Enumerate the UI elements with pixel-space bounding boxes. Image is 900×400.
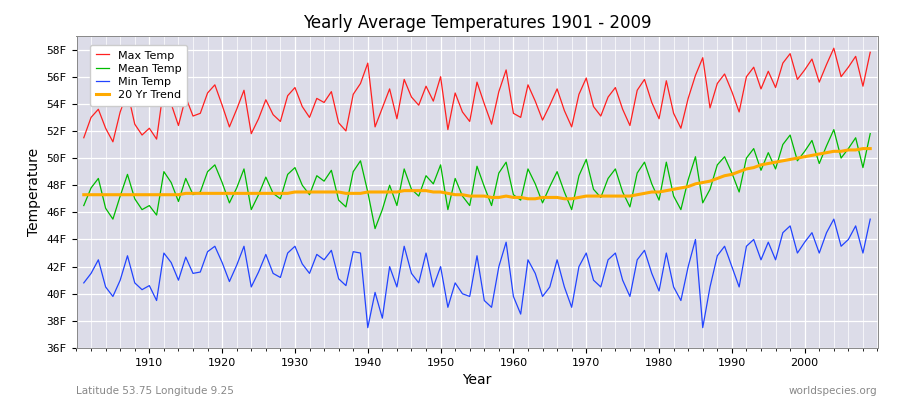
Mean Temp [516,198,526,202]
20 Yr Trend [858,146,868,151]
Max Temp [78,135,89,140]
Min Temp [865,217,876,222]
Max Temp [508,111,518,116]
20 Yr Trend [137,192,148,197]
Line: Max Temp: Max Temp [84,48,870,142]
20 Yr Trend [865,146,876,151]
Max Temp [828,46,839,51]
Mean Temp [508,192,518,197]
Min Temp [828,217,839,222]
Min Temp [340,283,351,288]
Line: Mean Temp: Mean Temp [84,130,870,229]
20 Yr Trend [603,194,614,198]
Legend: Max Temp, Mean Temp, Min Temp, 20 Yr Trend: Max Temp, Mean Temp, Min Temp, 20 Yr Tre… [90,45,187,106]
20 Yr Trend [78,192,89,197]
Mean Temp [297,183,308,188]
Mean Temp [137,207,148,212]
Max Temp [603,95,614,100]
Max Temp [347,92,358,97]
20 Yr Trend [340,191,351,196]
Text: worldspecies.org: worldspecies.org [789,386,877,396]
Min Temp [603,258,614,262]
20 Yr Trend [297,190,308,194]
Min Temp [297,262,308,266]
Min Temp [516,312,526,316]
X-axis label: Year: Year [463,373,491,387]
Mean Temp [340,204,351,209]
Line: 20 Yr Trend: 20 Yr Trend [84,148,870,199]
Mean Temp [370,226,381,231]
Mean Temp [828,127,839,132]
20 Yr Trend [508,195,518,200]
Max Temp [865,50,876,55]
Min Temp [137,287,148,292]
Text: Latitude 53.75 Longitude 9.25: Latitude 53.75 Longitude 9.25 [76,386,234,396]
Max Temp [304,115,315,120]
Line: Min Temp: Min Temp [84,219,870,328]
Max Temp [516,115,526,120]
Title: Yearly Average Temperatures 1901 - 2009: Yearly Average Temperatures 1901 - 2009 [302,14,652,32]
Mean Temp [603,176,614,181]
Mean Temp [78,203,89,208]
Min Temp [508,294,518,299]
Max Temp [144,126,155,131]
20 Yr Trend [523,196,534,201]
Min Temp [78,280,89,285]
Min Temp [363,325,374,330]
Y-axis label: Temperature: Temperature [27,148,41,236]
Mean Temp [865,131,876,136]
Max Temp [107,140,118,144]
20 Yr Trend [500,194,511,198]
